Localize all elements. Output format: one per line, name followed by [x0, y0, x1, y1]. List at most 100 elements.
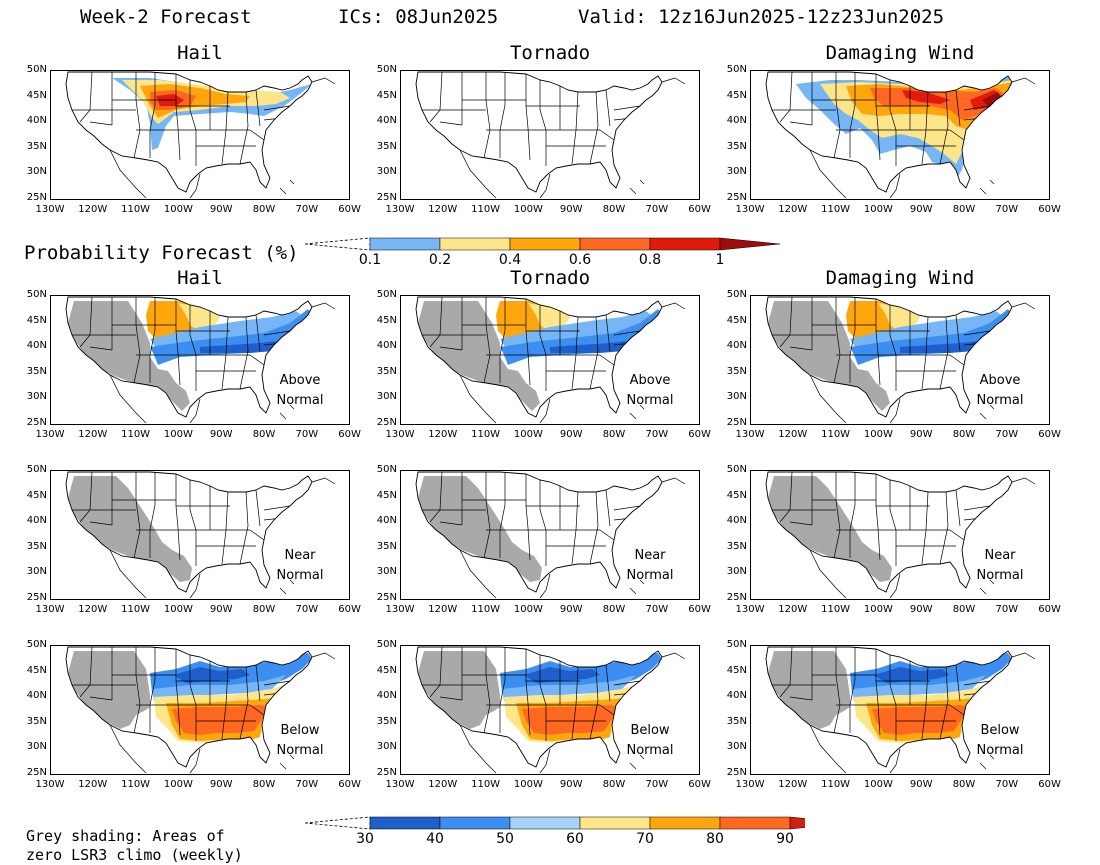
state-boundary	[589, 91, 599, 165]
longitude-label: 120W	[78, 204, 108, 215]
state-boundary	[589, 316, 599, 390]
latitude-label: 35N	[376, 140, 397, 152]
category-label: Above Normal	[260, 371, 340, 411]
panel-frame	[750, 70, 1050, 200]
us-map	[65, 296, 336, 424]
state-boundary	[189, 655, 197, 741]
islands	[279, 179, 295, 195]
category-label-line: Normal	[626, 393, 674, 408]
latitude-label: 50N	[376, 639, 397, 650]
mexico-coast	[809, 549, 847, 599]
longitude-label: 80W	[602, 204, 626, 215]
state-boundary	[921, 666, 929, 740]
state-boundary	[789, 346, 813, 351]
longitude-label: 60W	[688, 429, 711, 440]
longitude-label: 80W	[952, 779, 976, 790]
forecast-shade-blue30	[174, 667, 250, 683]
panel-title: Hail	[177, 267, 223, 289]
category-label-line: Near	[634, 548, 666, 563]
category-label: Near Normal	[960, 546, 1040, 586]
state-boundary	[189, 80, 197, 166]
state-boundary	[589, 666, 599, 740]
latitude-label: 40N	[726, 340, 747, 352]
grey-zero-climo-region	[418, 301, 540, 411]
mexico-coast	[809, 374, 847, 424]
longitude-label: 130W	[385, 429, 415, 440]
mexico-coast	[889, 398, 901, 424]
forecast-shade-light-blue	[152, 675, 286, 701]
longitude-label: 100W	[163, 204, 193, 215]
colorbar-tick-label: 40	[426, 831, 444, 847]
colorbar-swatch	[509, 816, 581, 830]
state-boundary	[249, 129, 265, 141]
grey-zero-climo-region	[768, 651, 850, 729]
state-boundary	[599, 704, 615, 716]
state-boundary	[571, 666, 579, 740]
longitude-label: 80W	[252, 204, 276, 215]
state-boundary	[955, 489, 961, 527]
state-boundary	[175, 474, 181, 561]
category-label-line: Below	[280, 723, 320, 738]
latitude-label: 50N	[726, 289, 747, 300]
latitude-label: 50N	[726, 64, 747, 75]
category-label: Above Normal	[960, 371, 1040, 411]
latitude-label: 40N	[26, 690, 47, 702]
colorbar-tick-label: 90	[776, 831, 794, 847]
state-boundary	[263, 105, 291, 111]
panel-title: Tornado	[509, 42, 591, 64]
panel-frame	[400, 295, 700, 425]
latitude-label: 40N	[376, 690, 397, 702]
state-boundary	[149, 297, 156, 356]
map-panel-r4-c1: Below Normal	[50, 645, 350, 775]
islands	[279, 404, 295, 420]
us-outline	[415, 296, 663, 418]
map-panel-r2-c1: Above Normal	[50, 295, 350, 425]
mexico-coast	[459, 549, 497, 599]
longitude-label: 60W	[688, 204, 711, 215]
colorbar-tick-label: 50	[496, 831, 514, 847]
state-boundary	[483, 472, 491, 559]
state-boundary	[239, 316, 249, 390]
state-boundary	[849, 297, 856, 356]
colorbar-tick-label: 80	[706, 831, 724, 847]
longitude-label: 110W	[121, 779, 151, 790]
initial-conditions-date: ICs: 08Jun2025	[338, 6, 499, 28]
latitude-label: 30N	[26, 741, 47, 753]
latitude-label: 50N	[726, 639, 747, 650]
longitude-label: 100W	[863, 429, 893, 440]
forecast-shade-dark-red	[982, 92, 1002, 108]
mexico-coast	[459, 149, 497, 199]
canada-coast	[661, 77, 686, 85]
latitude-label: 50N	[26, 64, 47, 75]
state-boundary	[613, 105, 641, 111]
state-boundary	[483, 297, 491, 384]
us-outline	[765, 71, 1013, 193]
longitude-label: 130W	[735, 429, 765, 440]
longitude-label: 80W	[252, 604, 276, 615]
probability-legend-title: Probability Forecast (%)	[24, 242, 299, 264]
latitude-label: 40N	[376, 340, 397, 352]
category-label-line: Normal	[276, 743, 324, 758]
state-boundary	[599, 129, 615, 141]
longitude-label: 70W	[295, 604, 319, 615]
longitude-label: 120W	[78, 604, 108, 615]
longitude-label: 90W	[209, 429, 233, 440]
mexico-coast	[189, 748, 201, 774]
latitude-label: 25N	[726, 417, 747, 428]
longitude-label: 70W	[995, 779, 1019, 790]
category-label: Near Normal	[610, 546, 690, 586]
panel-frame	[50, 645, 350, 775]
latitude-label: 40N	[26, 115, 47, 127]
latitude-label: 45N	[26, 489, 47, 501]
state-boundary	[89, 521, 113, 526]
longitude-label: 110W	[121, 604, 151, 615]
state-boundary	[175, 74, 181, 161]
us-outline	[765, 296, 1013, 418]
canada-coast	[311, 302, 336, 310]
mexico-coast	[109, 549, 147, 599]
map-panel-r4-c2: Below Normal	[400, 645, 700, 775]
panel-frame	[50, 470, 350, 600]
colorbar-swatch	[509, 237, 581, 251]
latitude-label: 50N	[26, 639, 47, 650]
panel-frame	[50, 70, 350, 200]
